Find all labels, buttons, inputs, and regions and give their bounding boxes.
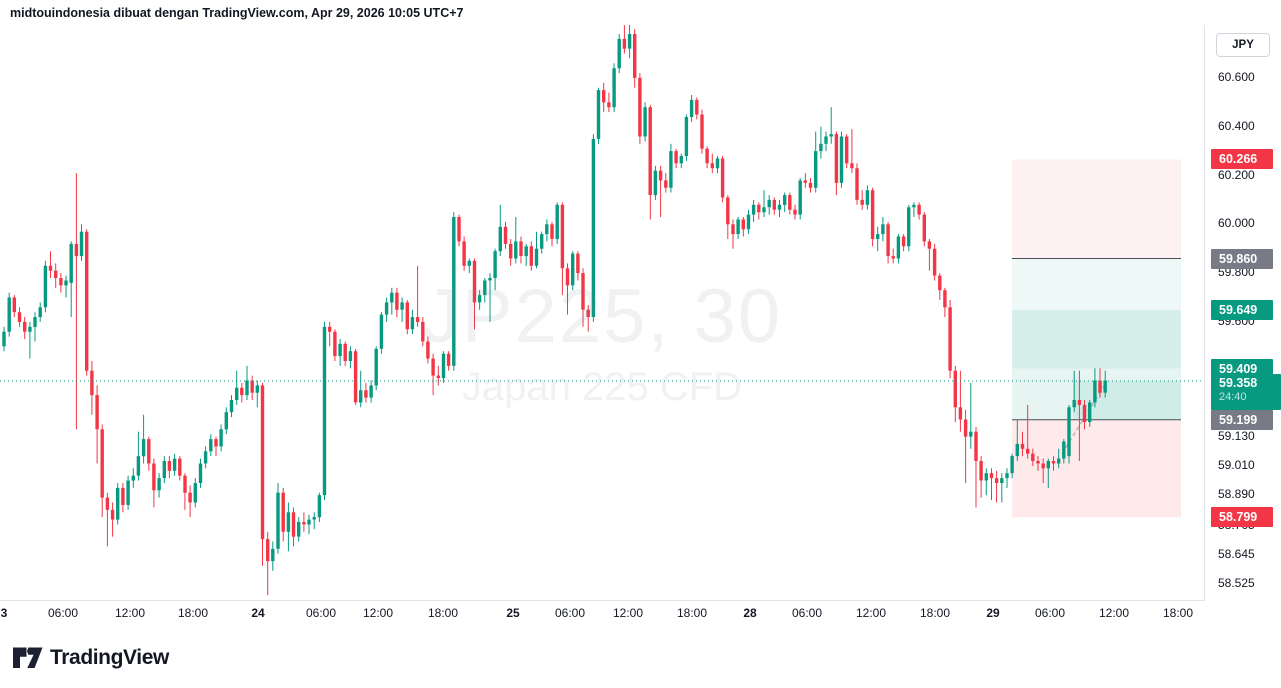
time-axis-label: 24: [251, 606, 265, 620]
price-tick-label: 60.600: [1218, 69, 1255, 84]
time-axis-label: 06:00: [305, 606, 337, 620]
price-tick-label: 58.645: [1218, 546, 1255, 561]
tradingview-logo-text: TradingView: [50, 646, 169, 669]
candlestick-series: [2, 25, 1107, 596]
bar-countdown: 24:40: [1219, 390, 1247, 403]
time-axis-label: 28: [743, 606, 757, 620]
tradingview-logo[interactable]: TradingView: [13, 646, 169, 670]
time-axis-label: 18:00: [427, 606, 459, 620]
time-axis-label: 18:00: [1162, 606, 1194, 620]
time-axis-label: 12:00: [1098, 606, 1130, 620]
time-axis[interactable]: 3 06:00 12:00 18:00 24 06:00 12:00 18:00 25 06:00…: [0, 601, 1205, 622]
price-tick-label: 58.890: [1218, 487, 1255, 502]
position-zone[interactable]: [1012, 310, 1181, 369]
price-tick-label: 60.000: [1218, 216, 1255, 231]
time-axis-label: 25: [506, 606, 520, 620]
time-axis-label: 18:00: [177, 606, 209, 620]
time-axis-label: 12:00: [362, 606, 394, 620]
price-tick-label: 59.010: [1218, 457, 1255, 472]
price-level-badge: 59.649: [1211, 299, 1273, 320]
time-axis-label: 06:00: [47, 606, 79, 620]
time-axis-label: 06:00: [791, 606, 823, 620]
price-chart[interactable]: JP225, 30 Japan 225 CFD: [0, 25, 1205, 600]
price-level-badge: 58.799: [1211, 507, 1273, 528]
time-axis-label: 06:00: [554, 606, 586, 620]
position-zone[interactable]: [1012, 419, 1181, 518]
time-axis-label: 06:00: [1034, 606, 1066, 620]
time-axis-label: 12:00: [114, 606, 146, 620]
price-tick-label: 59.800: [1218, 265, 1255, 280]
price-tick-label: 60.400: [1218, 118, 1255, 133]
position-zone[interactable]: [1012, 258, 1181, 311]
chart-attribution: midtouindonesia dibuat dengan TradingVie…: [10, 6, 464, 20]
price-tick-label: 59.130: [1218, 428, 1255, 443]
time-axis-separator: [0, 600, 1281, 601]
price-level-badge: 60.266: [1211, 149, 1273, 170]
time-axis-label: 18:00: [676, 606, 708, 620]
price-axis-separator: [1204, 25, 1205, 622]
footer: TradingView: [0, 622, 1281, 688]
time-axis-label: 29: [986, 606, 1000, 620]
price-tick-label: 60.200: [1218, 167, 1255, 182]
price-level-badge: 59.860: [1211, 248, 1273, 269]
price-level-badge: 59.199: [1211, 409, 1273, 430]
price-tick-label: 58.525: [1218, 576, 1255, 591]
position-zone[interactable]: [1012, 159, 1181, 259]
current-price-badge: 59.358 24:40: [1211, 373, 1281, 410]
time-axis-label: 3: [0, 606, 8, 620]
candlestick-chart-canvas[interactable]: [0, 25, 1205, 600]
price-axis[interactable]: JPY 60.600 60.400 60.200 60.000 59.800 59.600…: [1205, 0, 1281, 622]
time-axis-label: 12:00: [855, 606, 887, 620]
tradingview-logo-icon: [13, 647, 43, 668]
currency-unit-button[interactable]: JPY: [1216, 33, 1270, 57]
price-level-badge: 59.409: [1211, 358, 1273, 379]
current-price-value: 59.358: [1219, 375, 1258, 390]
time-axis-label: 12:00: [612, 606, 644, 620]
time-axis-label: 18:00: [919, 606, 951, 620]
